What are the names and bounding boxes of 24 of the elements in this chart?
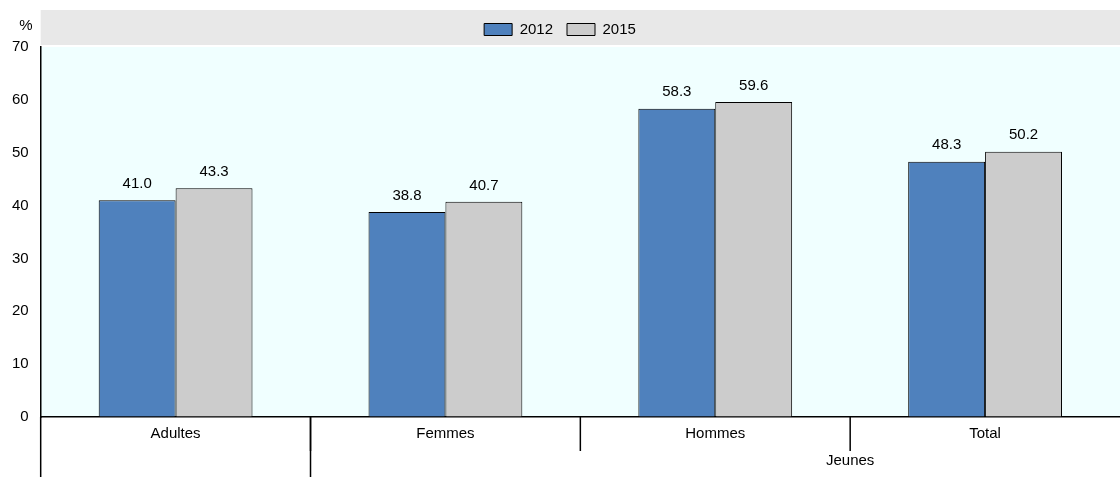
y-tick-label: 20 [12, 301, 29, 319]
data-label: 41.0 [122, 173, 152, 191]
y-tick-label: 60 [12, 90, 29, 107]
y-tick-label: 10 [12, 354, 29, 372]
text: Jeunes [825, 450, 875, 468]
y-tick-label: 50 [12, 142, 29, 160]
data-label: 58.3 [662, 82, 692, 100]
y-tick-label: 40 [12, 195, 29, 213]
data-label: 38.8 [392, 185, 422, 203]
data-label: 59.6 [739, 75, 769, 93]
legend-label: 2012 [519, 19, 554, 37]
y-axis-title: % [19, 15, 33, 33]
y-tick-label: 30 [12, 248, 29, 266]
x-tick-label: Femmes [416, 424, 475, 442]
data-label: 50.2 [1008, 125, 1039, 143]
x-tick-label: Adultes [150, 424, 201, 442]
x-tick-label: Hommes [685, 424, 746, 442]
y-tick-label: 70 [12, 37, 29, 55]
y-tick-label: 0 [20, 407, 29, 425]
x-tick-label: Total [969, 424, 1001, 442]
data-label: 48.3 [932, 135, 962, 153]
legend-label: 2015 [602, 19, 636, 37]
data-label: 43.3 [199, 161, 229, 179]
data-label: 40.7 [469, 175, 499, 193]
